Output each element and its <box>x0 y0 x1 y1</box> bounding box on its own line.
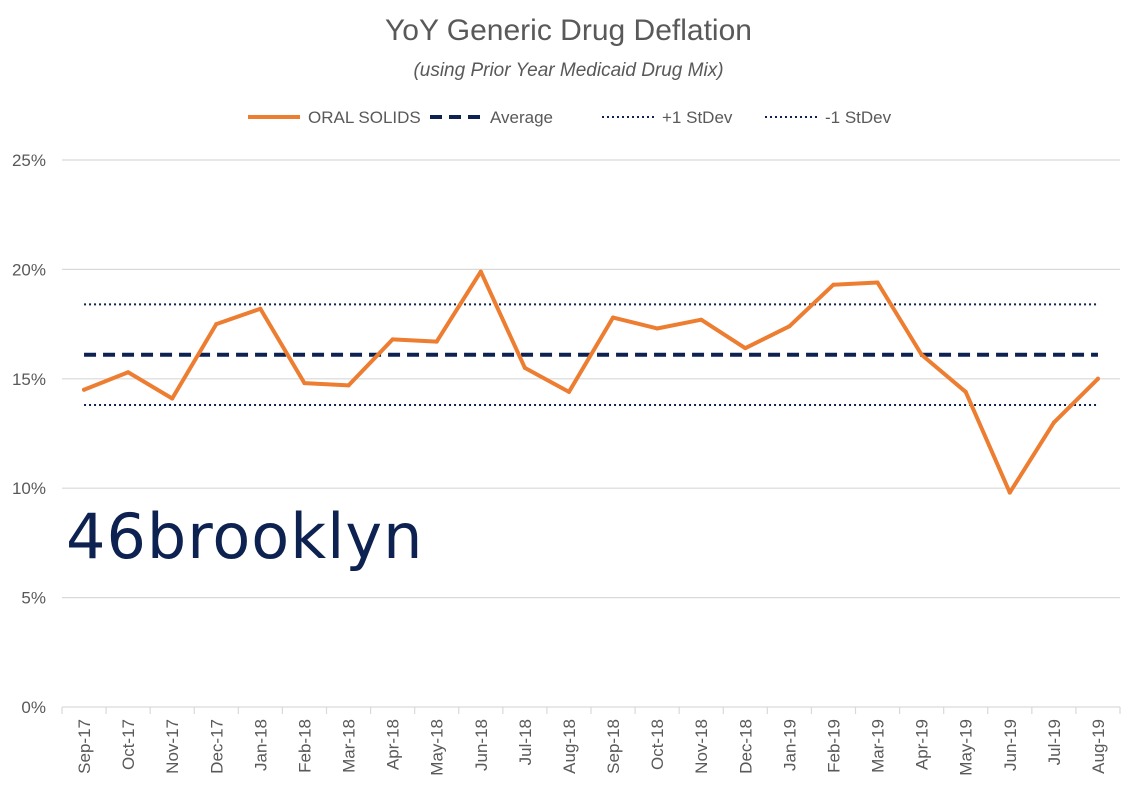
data-point <box>302 381 307 386</box>
data-point <box>522 365 527 370</box>
data-point <box>919 352 924 357</box>
x-tick-label: Oct-18 <box>648 719 667 770</box>
x-tick-label: Jun-19 <box>1001 719 1020 771</box>
series-line-oral-solids <box>82 269 1100 495</box>
data-point <box>170 396 175 401</box>
x-axis-ticks: Sep-17 Oct-17 Nov-17 Dec-17 Jan-18 Feb-18 Mar-… <box>61 707 1121 776</box>
x-tick-label: Nov-17 <box>163 719 182 774</box>
x-tick-label: May-19 <box>957 719 976 776</box>
x-tick-label: Feb-19 <box>824 719 843 773</box>
x-tick-label: Feb-18 <box>295 719 314 773</box>
data-point <box>82 387 87 392</box>
y-tick-label: 10% <box>12 479 46 498</box>
gridlines <box>62 159 1120 708</box>
y-tick-label: 15% <box>12 370 46 389</box>
x-tick-label: Mar-19 <box>869 719 888 773</box>
data-point <box>434 339 439 344</box>
x-tick-label: May-18 <box>428 719 447 776</box>
data-point <box>611 315 616 320</box>
data-point <box>963 389 968 394</box>
data-series <box>82 269 1100 495</box>
reference-lines <box>84 303 1098 407</box>
legend: ORAL SOLIDS Average +1 StDev -1 StDev <box>248 108 892 127</box>
data-point <box>346 383 351 388</box>
data-point <box>566 389 571 394</box>
x-tick-label: Nov-18 <box>692 719 711 774</box>
legend-label: -1 StDev <box>825 108 892 127</box>
x-tick-label: Apr-19 <box>913 719 932 770</box>
chart-title: YoY Generic Drug Deflation <box>385 14 752 47</box>
data-point <box>831 282 836 287</box>
brand-logo: 46brooklyn <box>66 500 424 573</box>
x-tick-label: Mar-18 <box>340 719 359 773</box>
legend-label: ORAL SOLIDS <box>308 108 421 127</box>
x-tick-label: Dec-17 <box>207 719 226 774</box>
data-point <box>214 322 219 327</box>
data-point <box>787 324 792 329</box>
legend-label: Average <box>490 108 553 127</box>
data-point <box>126 370 131 375</box>
x-tick-label: Jun-18 <box>472 719 491 771</box>
y-tick-label: 0% <box>21 698 46 717</box>
data-point <box>1095 376 1100 381</box>
chart-subtitle: (using Prior Year Medicaid Drug Mix) <box>413 60 724 81</box>
y-axis-ticks: 0% 5% 10% 15% 20% 25% <box>12 151 46 717</box>
x-tick-label: Oct-17 <box>119 719 138 770</box>
data-point <box>258 306 263 311</box>
x-tick-label: Jan-19 <box>780 719 799 771</box>
legend-label: +1 StDev <box>662 108 733 127</box>
x-tick-label: Sep-18 <box>604 719 623 774</box>
x-tick-label: Aug-18 <box>560 719 579 774</box>
data-point <box>390 337 395 342</box>
x-tick-label: Jul-18 <box>516 719 535 765</box>
x-tick-label: Jan-18 <box>251 719 270 771</box>
data-point <box>875 280 880 285</box>
data-point <box>699 317 704 322</box>
x-tick-label: Aug-19 <box>1089 719 1108 774</box>
x-tick-label: Sep-17 <box>75 719 94 774</box>
y-tick-label: 25% <box>12 151 46 170</box>
x-tick-label: Dec-18 <box>736 719 755 774</box>
data-point <box>655 326 660 331</box>
x-tick-label: Apr-18 <box>384 719 403 770</box>
data-point <box>478 269 483 274</box>
data-point <box>1007 490 1012 495</box>
y-tick-label: 20% <box>12 260 46 279</box>
data-point <box>1051 420 1056 425</box>
y-tick-label: 5% <box>21 589 46 608</box>
x-tick-label: Jul-19 <box>1045 719 1064 765</box>
data-point <box>743 346 748 351</box>
